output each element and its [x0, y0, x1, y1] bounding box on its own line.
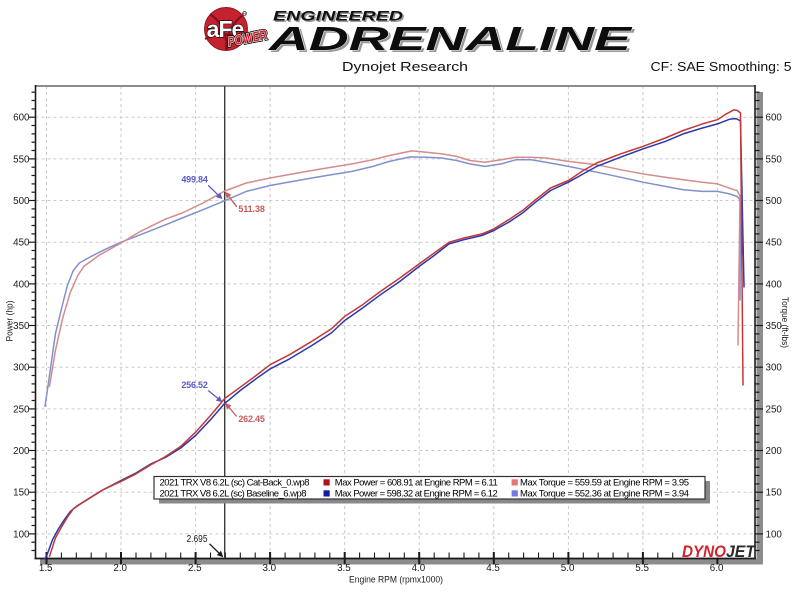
svg-text:200: 200 — [766, 446, 783, 457]
svg-text:300: 300 — [766, 363, 783, 374]
svg-text:600: 600 — [766, 113, 783, 124]
svg-text:262.45: 262.45 — [238, 414, 265, 424]
svg-text:Power (hp): Power (hp) — [5, 301, 16, 342]
svg-text:3.5: 3.5 — [337, 563, 351, 574]
svg-text:aFe: aFe — [207, 16, 244, 42]
svg-text:3.0: 3.0 — [262, 563, 276, 574]
svg-text:150: 150 — [13, 488, 30, 499]
svg-text:500: 500 — [766, 196, 783, 207]
svg-text:Max Power = 608.91 at Engine R: Max Power = 608.91 at Engine RPM = 6.11 — [335, 478, 498, 489]
svg-text:Engine RPM (rpmx1000): Engine RPM (rpmx1000) — [349, 575, 443, 585]
svg-text:ENGINEERED: ENGINEERED — [275, 9, 405, 25]
svg-text:450: 450 — [13, 238, 30, 249]
svg-text:Max Torque = 559.59 at Engine: Max Torque = 559.59 at Engine RPM = 3.95 — [520, 478, 689, 489]
svg-text:200: 200 — [13, 446, 30, 457]
svg-text:JET: JET — [726, 542, 756, 561]
svg-text:550: 550 — [13, 154, 30, 165]
svg-text:Max Power = 598.32 at Engine R: Max Power = 598.32 at Engine RPM = 6.12 — [335, 489, 498, 500]
svg-text:350: 350 — [766, 321, 783, 332]
svg-text:ADRENALINE: ADRENALINE — [267, 20, 632, 57]
svg-text:100: 100 — [766, 529, 783, 540]
svg-text:550: 550 — [766, 154, 783, 165]
svg-text:ADRENALINE: ADRENALINE — [270, 22, 635, 59]
svg-text:450: 450 — [766, 238, 783, 249]
svg-text:Dynojet Research: Dynojet Research — [342, 60, 468, 74]
svg-text:Max Torque = 552.36 at Engine: Max Torque = 552.36 at Engine RPM = 3.94 — [520, 489, 689, 500]
svg-text:6.0: 6.0 — [710, 563, 724, 574]
svg-text:DYNO: DYNO — [682, 542, 726, 561]
svg-text:250: 250 — [13, 404, 30, 415]
svg-text:2021 TRX V8 6.2L (sc) Baseline: 2021 TRX V8 6.2L (sc) Baseline_6.wp8 — [160, 489, 307, 500]
svg-text:5.5: 5.5 — [635, 563, 649, 574]
svg-text:2.5: 2.5 — [188, 563, 202, 574]
svg-text:1.5: 1.5 — [39, 563, 53, 574]
svg-text:400: 400 — [13, 279, 30, 290]
svg-text:2.0: 2.0 — [113, 563, 127, 574]
svg-text:Torque (ft-lbs): Torque (ft-lbs) — [779, 297, 790, 348]
svg-text:4.5: 4.5 — [486, 563, 500, 574]
svg-text:499.84: 499.84 — [181, 175, 208, 185]
svg-text:350: 350 — [13, 321, 30, 332]
svg-text:250: 250 — [766, 404, 783, 415]
svg-text:R: R — [243, 12, 247, 18]
svg-text:4.0: 4.0 — [412, 563, 426, 574]
svg-text:256.52: 256.52 — [181, 380, 208, 390]
svg-text:500: 500 — [13, 196, 30, 207]
svg-text:ENGINEERED: ENGINEERED — [273, 8, 403, 24]
svg-text:5.0: 5.0 — [561, 563, 575, 574]
svg-text:150: 150 — [766, 488, 783, 499]
svg-text:2.695: 2.695 — [187, 534, 208, 545]
svg-text:CF: SAE Smoothing: 5: CF: SAE Smoothing: 5 — [651, 60, 792, 74]
svg-text:511.38: 511.38 — [238, 204, 265, 214]
svg-text:2021 TRX V8 6.2L (sc) Cat-Back: 2021 TRX V8 6.2L (sc) Cat-Back_0.wp8 — [160, 478, 310, 489]
svg-text:100: 100 — [13, 529, 30, 540]
svg-text:300: 300 — [13, 363, 30, 374]
svg-text:600: 600 — [13, 113, 30, 124]
svg-text:400: 400 — [766, 279, 783, 290]
